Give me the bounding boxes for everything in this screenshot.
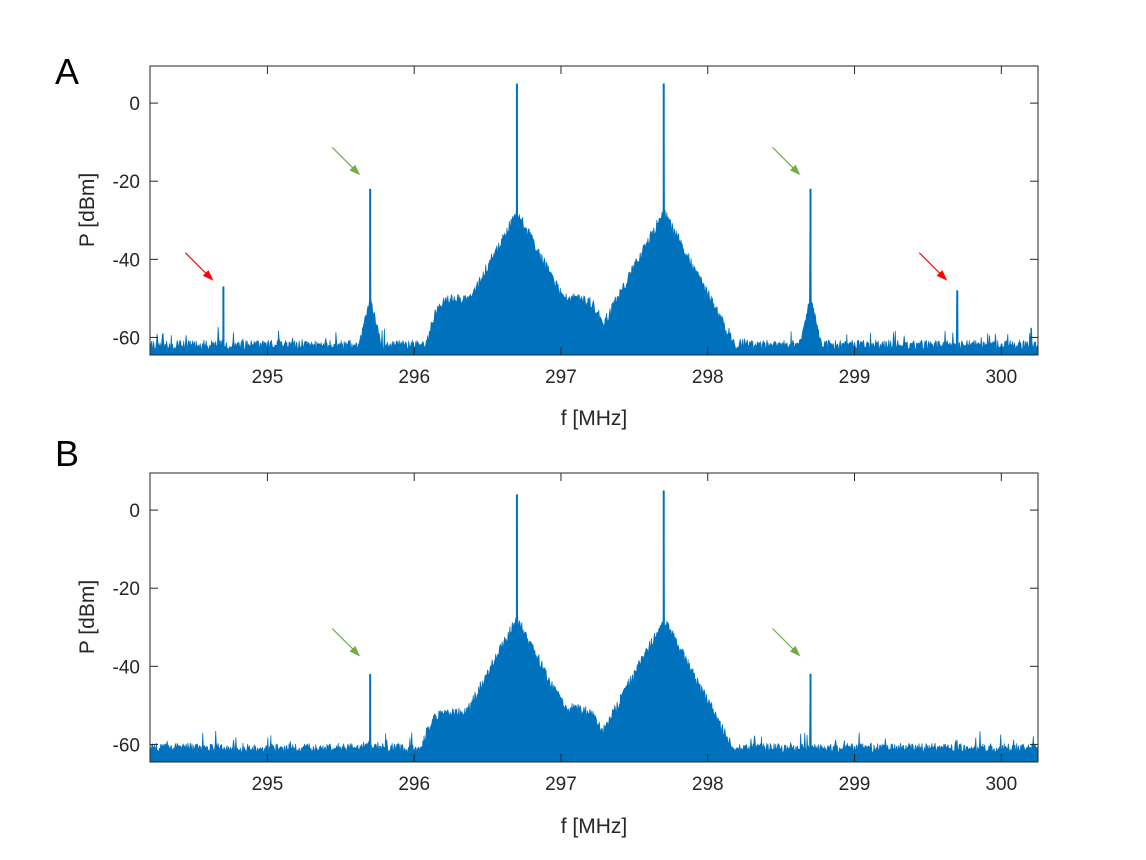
panel-b-noise-floor bbox=[150, 490, 1038, 762]
annotation-arrow-2 bbox=[772, 146, 801, 176]
panel-b-x-tick-label-1: 296 bbox=[398, 774, 430, 795]
annotation-arrow-0 bbox=[331, 628, 361, 657]
panel-a-x-tick-label-5: 300 bbox=[985, 367, 1017, 388]
panel-a-y-tick-label-2: -20 bbox=[113, 172, 140, 193]
panel-a-ticks: 295 296 297 298 299 300 -60 -40 -20 0 bbox=[113, 66, 1038, 388]
panel-b-x-tick-label-3: 298 bbox=[692, 774, 724, 795]
panel-b: B 295 296 297 298 299 300 -60 -40 -20 0 f [MHz] P… bbox=[55, 433, 1039, 838]
panel-a-label: A bbox=[55, 51, 79, 92]
annotation-arrow-1 bbox=[331, 146, 361, 176]
panel-a-y-tick-label-0: -60 bbox=[113, 328, 140, 349]
panel-b-y-tick-label-1: -40 bbox=[113, 657, 140, 678]
panel-b-annotations bbox=[331, 628, 801, 657]
panel-b-x-axis-label: f [MHz] bbox=[561, 815, 628, 838]
panel-a-spectrum bbox=[150, 83, 1038, 355]
panel-b-y-tick-label-0: -60 bbox=[113, 735, 140, 756]
panel-b-y-tick-label-3: 0 bbox=[129, 501, 140, 522]
panel-a-x-tick-label-4: 299 bbox=[839, 367, 871, 388]
panel-b-spectrum bbox=[150, 490, 1038, 762]
panel-b-axes-box bbox=[149, 472, 1039, 763]
panel-b-y-tick-label-2: -20 bbox=[113, 579, 140, 600]
panel-a-noise-floor bbox=[150, 83, 1038, 355]
panel-a-y-axis-label: P [dBm] bbox=[76, 173, 99, 247]
panel-b-x-tick-label-4: 299 bbox=[839, 774, 871, 795]
panel-a-y-tick-label-3: 0 bbox=[129, 94, 140, 115]
panel-a-x-axis-label: f [MHz] bbox=[561, 407, 628, 430]
panel-b-x-tick-label-0: 295 bbox=[252, 774, 284, 795]
panel-a-annotations bbox=[184, 146, 948, 281]
panel-a-x-tick-label-0: 295 bbox=[252, 367, 284, 388]
panel-a: A 295 296 297 298 299 300 -60 -40 -20 0 f [MHz] P… bbox=[55, 51, 1039, 430]
panel-a-x-tick-label-2: 297 bbox=[545, 367, 577, 388]
panel-a-x-tick-label-1: 296 bbox=[398, 367, 430, 388]
annotation-arrow-0 bbox=[184, 252, 214, 281]
panel-a-axes-box bbox=[149, 65, 1039, 356]
panel-b-x-tick-label-2: 297 bbox=[545, 774, 577, 795]
panel-a-x-tick-label-3: 298 bbox=[692, 367, 724, 388]
panel-b-x-tick-label-5: 300 bbox=[985, 774, 1017, 795]
panel-b-y-axis-label: P [dBm] bbox=[76, 580, 99, 654]
panel-b-label: B bbox=[55, 433, 79, 474]
annotation-arrow-1 bbox=[772, 628, 801, 657]
annotation-arrow-3 bbox=[918, 252, 948, 281]
panel-a-y-tick-label-1: -40 bbox=[113, 250, 140, 271]
panel-b-ticks: 295 296 297 298 299 300 -60 -40 -20 0 bbox=[113, 473, 1038, 795]
